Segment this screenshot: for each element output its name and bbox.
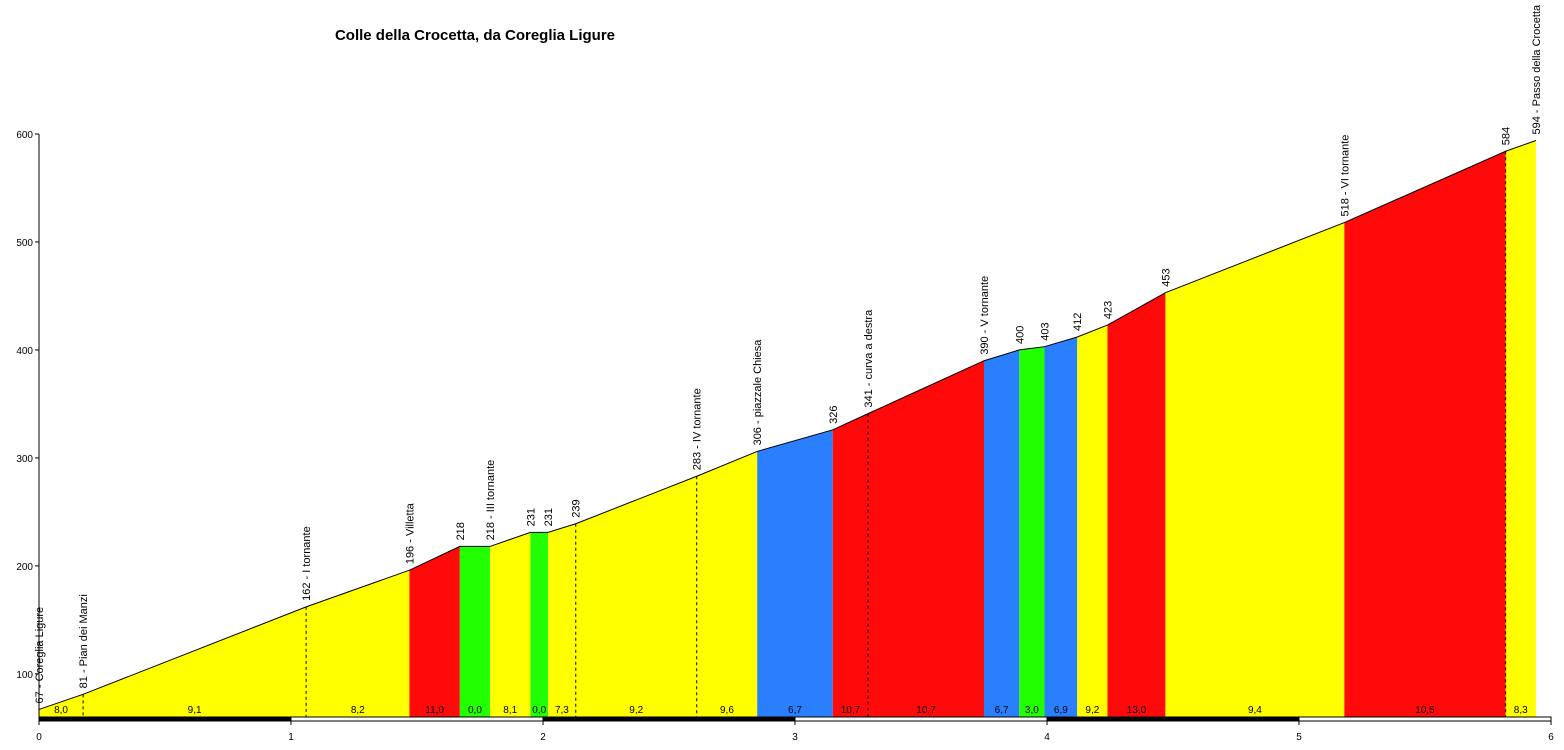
segment-fill xyxy=(1044,336,1078,717)
segment-fill xyxy=(696,451,758,717)
chart-title: Colle della Crocetta, da Coreglia Ligure xyxy=(335,27,615,44)
segment-fill xyxy=(530,532,549,717)
grade-label: 10,7 xyxy=(916,705,936,716)
grade-label: 8,3 xyxy=(1514,705,1528,716)
point-label: 81 - Pian dei Manzi xyxy=(78,594,90,688)
x-tick-label: 6 xyxy=(1548,732,1554,743)
segment-fill xyxy=(1077,325,1108,717)
y-tick-label: 300 xyxy=(16,454,33,465)
x-scale-bar xyxy=(38,716,292,722)
point-label: 412 xyxy=(1072,313,1084,331)
point-label: 218 xyxy=(455,522,467,540)
point-label: 423 xyxy=(1102,301,1114,319)
profile-segments xyxy=(39,140,1536,718)
segment-fill xyxy=(868,360,984,717)
point-label: 518 - VI tornante xyxy=(1339,135,1351,217)
point-label: 584 xyxy=(1501,127,1513,145)
x-scale-bar xyxy=(794,716,1048,722)
segment-fill xyxy=(757,429,833,717)
point-label: 231 xyxy=(543,508,555,526)
y-tick-label: 600 xyxy=(16,130,33,141)
grade-label: 13,0 xyxy=(1127,705,1147,716)
point-label: 594 - Passo della Crocetta xyxy=(1531,4,1543,135)
grade-label: 3,0 xyxy=(1025,705,1039,716)
x-scale-bar xyxy=(1046,716,1300,722)
segment-fill xyxy=(459,546,491,717)
grade-label: 6,7 xyxy=(995,705,1009,716)
x-tick-label: 2 xyxy=(540,732,546,743)
point-labels: 67 - Coreglia Ligure 81 - Pian dei Manzi 1… xyxy=(34,4,1543,703)
point-label: 341 - curva a destra xyxy=(863,309,875,408)
grade-label: 0,0 xyxy=(532,705,546,716)
segment-dividers xyxy=(82,151,1507,717)
grade-label: 9,2 xyxy=(1085,705,1099,716)
y-tick-label: 500 xyxy=(16,238,33,249)
segment-fill xyxy=(490,532,531,717)
segment-fill xyxy=(1165,222,1345,717)
x-tick-label: 3 xyxy=(792,732,798,743)
x-tick-label: 0 xyxy=(36,732,42,743)
grade-label: 9,6 xyxy=(720,705,734,716)
y-tick-label: 200 xyxy=(16,562,33,573)
grade-label: 9,4 xyxy=(1248,705,1262,716)
point-label: 67 - Coreglia Ligure xyxy=(34,607,46,704)
x-scale-bar xyxy=(542,716,796,722)
segment-fill xyxy=(832,413,869,717)
segment-fill xyxy=(39,694,84,717)
grade-label: 7,3 xyxy=(555,705,569,716)
point-label: 453 xyxy=(1160,268,1172,286)
point-label: 231 xyxy=(525,508,537,526)
point-label: 400 xyxy=(1014,326,1026,344)
grade-label: 0,0 xyxy=(468,705,482,716)
grade-label: 9,2 xyxy=(629,705,643,716)
grade-label: 8,0 xyxy=(54,705,68,716)
grade-label: 6,7 xyxy=(788,705,802,716)
segment-fill xyxy=(1505,140,1536,717)
point-label: 239 xyxy=(571,499,583,517)
point-label: 306 - piazzale Chiesa xyxy=(752,339,764,446)
grade-label: 10,7 xyxy=(841,705,861,716)
grade-label: 6,9 xyxy=(1054,705,1068,716)
segment-fill xyxy=(83,606,307,717)
segment-fill xyxy=(1107,292,1166,717)
point-label: 390 - V tornante xyxy=(979,276,991,355)
x-tick-label: 5 xyxy=(1296,732,1302,743)
point-label: 196 - Villetta xyxy=(404,502,416,564)
x-scale-bar xyxy=(1298,716,1552,722)
segment-fill xyxy=(306,570,410,717)
segment-fill xyxy=(575,476,697,717)
grade-label: 9,1 xyxy=(188,705,202,716)
point-label: 403 xyxy=(1039,322,1051,340)
point-label: 283 - IV tornante xyxy=(692,388,704,470)
grade-label: 8,1 xyxy=(503,705,517,716)
grade-labels: 8,0 9,1 8,2 11,0 0,0 8,1 0,0 7,3 9,2 9,6 6,7 10,7 10… xyxy=(54,705,1528,716)
grade-label: 11,0 xyxy=(425,705,444,716)
x-tick-label: 1 xyxy=(288,732,294,743)
y-tick-label: 400 xyxy=(16,346,33,357)
segment-fill xyxy=(409,546,460,717)
point-label: 162 - I tornante xyxy=(301,526,313,601)
point-label: 218 - III tornante xyxy=(485,460,497,541)
x-tick-label: 4 xyxy=(1044,732,1050,743)
segment-fill xyxy=(548,523,576,717)
y-tick-label: 100 xyxy=(16,670,33,681)
segment-fill xyxy=(1344,151,1506,718)
grade-label: 8,2 xyxy=(351,705,365,716)
y-axis: 100 200 300 400 500 600 xyxy=(16,130,40,717)
x-scale-bar xyxy=(290,716,544,722)
point-label: 326 xyxy=(828,405,840,423)
segment-fill xyxy=(1019,346,1045,717)
segment-fill xyxy=(984,349,1020,717)
profile-line xyxy=(38,140,1537,710)
x-axis: 0 1 2 3 4 5 6 xyxy=(36,716,1554,743)
grade-label: 10,5 xyxy=(1415,705,1435,716)
